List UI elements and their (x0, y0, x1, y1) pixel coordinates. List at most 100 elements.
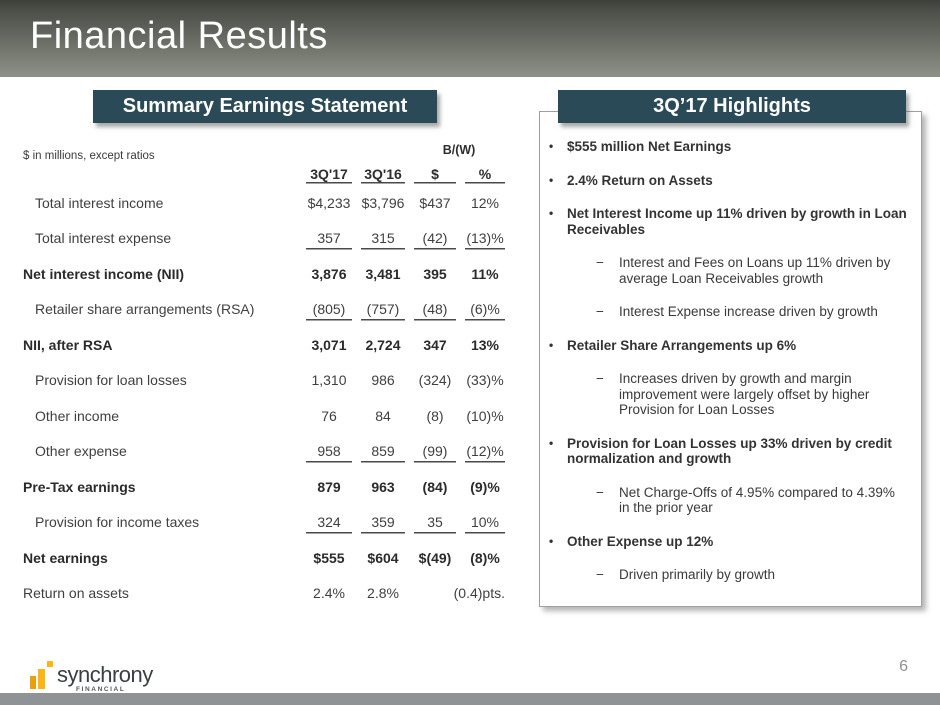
table-row: NII, after RSA 3,071 2,724 347 13% (23, 327, 505, 363)
highlight-sub-bullet: − Increases driven by growth and margin i… (540, 371, 915, 418)
bullet-dot-icon: • (549, 172, 554, 187)
row-label: Net earnings (23, 549, 108, 566)
earnings-table: 3Q'17 3Q'16 $ % Total interest income $4,… (14, 162, 514, 611)
table-cell: 3,071 (311, 336, 347, 353)
bullet-dot-icon: • (549, 337, 554, 352)
row-label: Other expense (35, 443, 127, 460)
table-cell: (6)% (465, 291, 505, 327)
better-worse-label: B/(W) (442, 143, 476, 157)
row-label: Other income (35, 407, 120, 424)
table-cell: (84) (422, 478, 448, 495)
highlight-sub-bullet: − Net Charge-Offs of 4.95% compared to 4.… (540, 485, 915, 516)
row-label: Net interest income (NII) (23, 265, 185, 282)
table-cell: 12% (470, 194, 500, 211)
table-cell: 2.4% (313, 585, 345, 602)
table-row: Provision for income taxes 324 359 35 10% (23, 504, 505, 540)
table-row: Pre-Tax earnings 879 963 (84) (9)% (23, 469, 505, 505)
bullet-text: Increases driven by growth and margin im… (619, 371, 870, 417)
highlight-sub-bullet: − Driven primarily by growth (540, 567, 915, 583)
table-cell: 859 (361, 433, 405, 469)
highlights-section-header: 3Q’17 Highlights (558, 90, 906, 123)
highlights-list: • $555 million Net Earnings • 2.4% Return o… (540, 112, 921, 583)
bullet-text: $555 million Net Earnings (567, 139, 732, 154)
bullet-text: Other Expense up 12% (567, 533, 714, 549)
logo-square-icon (47, 661, 53, 667)
table-cell: 357 (306, 220, 352, 256)
page-number: 6 (899, 658, 908, 675)
table-row: Total interest expense 357 315 (42) (13)% (23, 220, 505, 256)
table-cell: $(49) (418, 549, 452, 566)
row-label: Total interest expense (35, 230, 172, 247)
table-header-row: 3Q'17 3Q'16 $ % (23, 162, 505, 185)
row-label: NII, after RSA (23, 336, 113, 353)
highlights-header-label: 3Q’17 Highlights (653, 95, 811, 117)
table-cell: 359 (361, 504, 405, 540)
table-row: Total interest income $4,233 $3,796 $437 12% (23, 185, 505, 221)
table-cell: (8) (426, 407, 444, 424)
dash-icon: − (596, 255, 604, 270)
table-cell: 11% (471, 265, 499, 282)
table-row: Retailer share arrangements (RSA) (805) (7… (23, 291, 505, 327)
label-column-header (23, 162, 297, 185)
table-cell: 347 (423, 336, 447, 353)
table-row: Net earnings $555 $604 $(49) (8)% (23, 540, 505, 576)
table-cell: $4,233 (307, 194, 351, 211)
table-row: Provision for loan losses 1,310 986 (324) (3… (23, 363, 505, 399)
earnings-statement: $ in millions, except ratios B/(W) 3Q'17… (14, 140, 526, 620)
highlight-bullet: • $555 million Net Earnings (540, 139, 915, 155)
table-row: Other income 76 84 (8) (10)% (23, 398, 505, 434)
bullet-text: Driven primarily by growth (619, 567, 776, 582)
column-header-percent: % (465, 162, 505, 185)
title-banner: Financial Results (0, 0, 940, 77)
table-cell: (8)% (470, 549, 500, 566)
earnings-table-body: Total interest income $4,233 $3,796 $437 12%… (23, 185, 505, 611)
bullet-dot-icon: • (549, 533, 554, 548)
table-cell: (42) (414, 220, 456, 256)
highlight-bullet: • Other Expense up 12% (540, 534, 915, 550)
highlight-sub-bullet: − Interest Expense increase driven by gro… (540, 304, 915, 320)
bullet-dot-icon: • (549, 139, 554, 153)
column-header-3q17: 3Q'17 (306, 162, 352, 185)
table-row: Net interest income (NII) 3,876 3,481 395 11… (23, 256, 505, 292)
highlight-bullet: • Net Interest Income up 11% driven by gr… (540, 206, 915, 237)
logo-bar-icon (30, 676, 36, 689)
table-cell: 958 (306, 433, 352, 469)
table-cell: 2,724 (365, 336, 401, 353)
table-cell: 324 (306, 504, 352, 540)
bullet-dot-icon: • (549, 435, 554, 450)
table-cell: 1,310 (311, 372, 347, 389)
row-label: Return on assets (23, 585, 129, 602)
row-label: Pre-Tax earnings (23, 478, 136, 495)
bullet-text: 2.4% Return on Assets (567, 172, 713, 188)
highlight-bullet: • Provision for Loan Losses up 33% driven… (540, 436, 915, 467)
summary-header-label: Summary Earnings Statement (122, 95, 408, 117)
row-label: Provision for income taxes (35, 514, 200, 531)
highlight-bullet: • 2.4% Return on Assets (540, 173, 915, 189)
brand-name: synchrony (57, 662, 153, 687)
synchrony-logo: synchrony FINANCIAL (30, 660, 160, 693)
table-cell: 963 (371, 478, 395, 495)
table-cell: 2.8% (367, 585, 399, 602)
table-cell: $437 (419, 194, 451, 211)
table-cell: $555 (313, 549, 345, 566)
logo-bar-icon (38, 669, 45, 689)
table-cell: 395 (423, 265, 447, 282)
table-cell: 3,876 (311, 265, 347, 282)
dash-icon: − (596, 484, 604, 500)
table-row: Return on assets 2.4% 2.8% (0.4)pts. (23, 576, 505, 612)
highlight-sub-bullet: − Interest and Fees on Loans up 11% drive… (540, 255, 915, 286)
column-header-3q16: 3Q'16 (361, 162, 405, 185)
table-cell: $604 (367, 549, 399, 566)
bullet-text: Interest Expense increase driven by grow… (619, 304, 878, 319)
slide-title: Financial Results (30, 15, 328, 57)
bullet-text: Retailer Share Arrangements up 6% (567, 337, 797, 353)
table-cell: (757) (361, 291, 405, 327)
row-label: Total interest income (35, 194, 164, 211)
table-cell: 13% (470, 336, 500, 353)
column-header-dollar: $ (414, 162, 456, 185)
bullet-dot-icon: • (549, 206, 554, 220)
table-cell: (0.4)pts. (453, 585, 505, 602)
bullet-text: Provision for Loan Losses up 33% driven … (567, 435, 892, 467)
bullet-text: Interest and Fees on Loans up 11% driven… (619, 255, 891, 286)
